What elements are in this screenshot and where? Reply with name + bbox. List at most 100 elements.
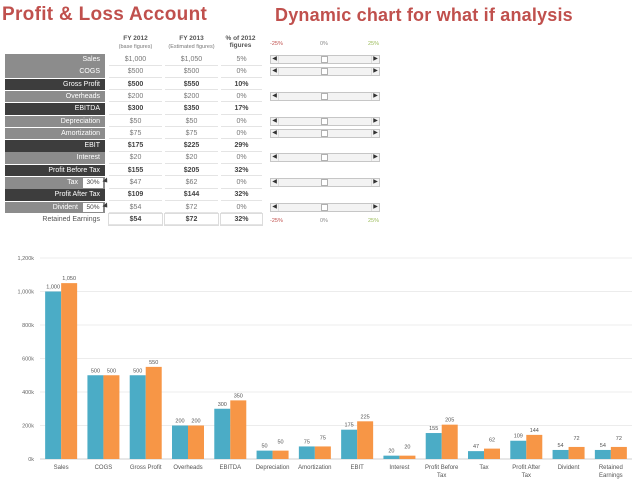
arrow-right-icon[interactable]: ▶: [371, 179, 379, 186]
pct-cell: 0%: [221, 201, 262, 214]
pct-cell: 10%: [221, 78, 262, 91]
fy2012-cell: $47: [109, 177, 162, 189]
arrow-left-icon[interactable]: ◀: [271, 117, 279, 125]
data-label: 155: [429, 426, 438, 432]
bar: [103, 375, 120, 459]
row-label: EBIT: [5, 140, 105, 152]
slider-thumb[interactable]: [321, 56, 328, 63]
fy2012-cell: $500: [109, 66, 162, 78]
x-tick-label: Tax: [522, 473, 531, 479]
arrow-left-icon[interactable]: ◀: [271, 154, 279, 162]
what-if-slider[interactable]: ◀ ▶: [270, 178, 380, 187]
bar: [145, 366, 162, 459]
fy2013-cell: $144: [165, 189, 218, 201]
row-label: COGS: [5, 66, 105, 78]
pct-cell: 5%: [221, 54, 262, 66]
what-if-slider[interactable]: ◀ ▶: [270, 55, 380, 64]
slider-thumb[interactable]: [321, 203, 328, 211]
table-row: Interest $20 $20 0%: [5, 152, 262, 165]
y-tick-label: 200k: [22, 424, 34, 430]
arrow-right-icon[interactable]: ▶: [371, 154, 379, 162]
table-row: Gross Profit $500 $550 10%: [5, 78, 262, 92]
slider-thumb[interactable]: [321, 179, 328, 186]
x-tick-label: Gross Profit: [130, 465, 162, 471]
fy2012-cell: $300: [109, 103, 162, 115]
bar: [256, 450, 273, 459]
slider-scale-min: -25%: [270, 41, 283, 47]
fy2012-cell: $54: [109, 201, 162, 214]
slider-scale-max: 25%: [368, 41, 380, 47]
what-if-slider[interactable]: ◀ ▶: [270, 153, 380, 163]
data-label: 1,000: [46, 285, 60, 291]
data-label: 175: [345, 423, 354, 429]
data-label: 1,050: [62, 276, 76, 282]
fy2013-cell: $350: [165, 103, 218, 115]
arrow-right-icon[interactable]: ▶: [371, 92, 379, 100]
slider-thumb[interactable]: [321, 129, 328, 137]
data-label: 300: [218, 402, 227, 408]
arrow-left-icon[interactable]: ◀: [271, 203, 279, 211]
arrow-left-icon[interactable]: ◀: [271, 92, 279, 100]
slider-thumb[interactable]: [321, 68, 328, 76]
what-if-slider[interactable]: ◀ ▶: [270, 128, 380, 138]
bar: [87, 375, 104, 459]
x-tick-label: Profit Before: [425, 465, 459, 471]
y-tick-label: 1,000k: [17, 290, 34, 296]
data-label: 500: [107, 368, 116, 374]
fy2013-cell: $1,050: [165, 54, 218, 66]
what-if-slider[interactable]: ◀ ▶: [270, 202, 380, 212]
bar: [61, 283, 78, 459]
rate-input[interactable]: 50%: [83, 202, 103, 213]
fy2012-cell: $50: [109, 115, 162, 127]
fy2012-cell: $500: [109, 78, 162, 91]
page-title: Profit & Loss Account: [2, 4, 208, 25]
row-label: Retained Earnings: [5, 213, 105, 226]
what-if-slider[interactable]: ◀ ▶: [270, 67, 380, 77]
arrow-right-icon[interactable]: ▶: [371, 129, 379, 137]
pct-cell: 0%: [221, 115, 262, 127]
x-tick-label: COGS: [95, 465, 113, 471]
fy2012-cell: $54: [108, 212, 163, 227]
data-label: 200: [191, 419, 200, 425]
slider-thumb[interactable]: [321, 154, 328, 162]
bar: [594, 449, 611, 459]
slider-thumb[interactable]: [321, 92, 328, 100]
arrow-left-icon[interactable]: ◀: [271, 179, 279, 186]
what-if-slider[interactable]: ◀ ▶: [270, 116, 380, 126]
arrow-left-icon[interactable]: ◀: [271, 68, 279, 76]
slider-scale-max-bottom: 25%: [368, 218, 380, 224]
row-label: Interest: [5, 152, 105, 164]
x-tick-label: Amortization: [298, 465, 331, 471]
arrow-right-icon[interactable]: ▶: [371, 117, 379, 125]
pct-cell: 32%: [221, 189, 262, 201]
row-label: Tax 30%: [5, 177, 110, 189]
data-label: 225: [361, 414, 370, 420]
fy2013-cell: $225: [165, 140, 218, 152]
bar: [510, 440, 527, 459]
x-tick-label: Retained: [599, 465, 623, 471]
table-row: Amortization $75 $75 0%: [5, 127, 262, 141]
arrow-right-icon[interactable]: ▶: [371, 68, 379, 76]
what-if-slider[interactable]: ◀ ▶: [270, 91, 380, 101]
bar: [441, 424, 458, 459]
data-label: 72: [574, 436, 580, 442]
fy2013-cell: $205: [165, 164, 218, 177]
x-tick-label: Tax: [479, 465, 488, 471]
pct-cell: 17%: [221, 103, 262, 115]
arrow-right-icon[interactable]: ▶: [371, 56, 379, 63]
bar: [214, 408, 231, 459]
bar: [341, 429, 358, 459]
x-tick-label: Divident: [558, 465, 580, 471]
fy2013-cell: $72: [165, 201, 218, 214]
table-row: COGS $500 $500 0%: [5, 66, 262, 79]
rate-input[interactable]: 30%: [83, 178, 103, 188]
arrow-left-icon[interactable]: ◀: [271, 56, 279, 63]
data-label: 205: [445, 418, 454, 424]
fy2013-cell: $62: [165, 177, 218, 189]
arrow-left-icon[interactable]: ◀: [271, 129, 279, 137]
row-label: EBITDA: [5, 103, 105, 115]
slider-thumb[interactable]: [321, 117, 328, 125]
table-row: Overheads $200 $200 0%: [5, 90, 262, 104]
row-label: Divident 50%: [5, 201, 110, 214]
arrow-right-icon[interactable]: ▶: [371, 203, 379, 211]
